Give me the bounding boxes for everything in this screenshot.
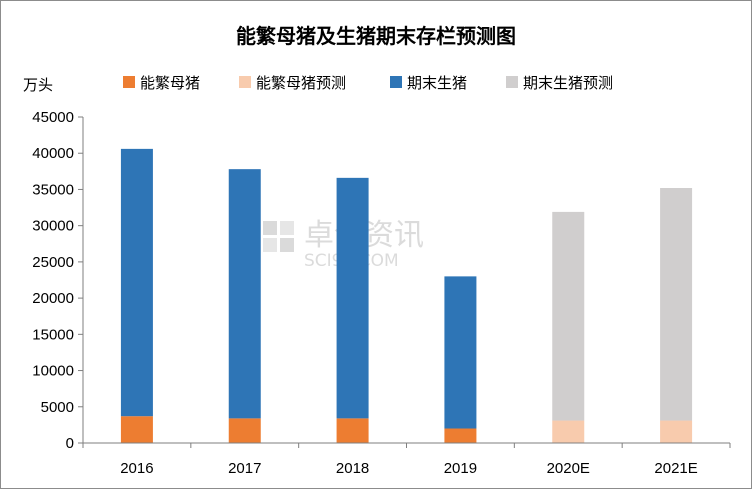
chart-title: 能繁母猪及生猪期末存栏预测图 bbox=[236, 24, 516, 48]
x-tick-label: 2017 bbox=[228, 460, 261, 477]
legend: 能繁母猪 能繁母猪预测 期末生猪 期末生猪预测 bbox=[123, 74, 613, 92]
y-tick-label: 5000 bbox=[41, 399, 74, 416]
y-tick-label: 45000 bbox=[32, 109, 74, 126]
legend-swatch-期末生猪预测 bbox=[506, 76, 518, 88]
y-tick-label: 25000 bbox=[32, 254, 74, 271]
bar-期末生猪预测-2021E bbox=[660, 187, 693, 421]
axes: 0 5000 10000 15000 20000 25000 30000 35000 40000… bbox=[32, 109, 731, 477]
y-tick-label: 30000 bbox=[32, 218, 74, 235]
y-tick-label: 10000 bbox=[32, 363, 74, 380]
legend-label: 能繁母猪 bbox=[140, 74, 200, 92]
bar-期末生猪-2018 bbox=[336, 177, 369, 419]
x-tick-label: 2021E bbox=[654, 460, 697, 477]
bar-能繁母猪-2016 bbox=[120, 416, 153, 443]
legend-swatch-能繁母猪 bbox=[123, 76, 135, 88]
bar-能繁母猪预测-2020E bbox=[552, 420, 585, 443]
bar-期末生猪-2017 bbox=[228, 169, 261, 419]
bar-期末生猪-2019 bbox=[444, 276, 477, 429]
y-tick-label: 15000 bbox=[32, 326, 74, 343]
y-tick-label: 0 bbox=[66, 435, 74, 452]
bar-期末生猪-2016 bbox=[120, 148, 153, 417]
x-tick-label: 2019 bbox=[444, 460, 477, 477]
legend-label: 期末生猪预测 bbox=[523, 74, 613, 92]
x-tick-label: 2016 bbox=[120, 460, 153, 477]
bar-能繁母猪-2017 bbox=[228, 418, 261, 443]
bar-期末生猪预测-2020E bbox=[552, 211, 585, 421]
bar-能繁母猪预测-2021E bbox=[660, 420, 693, 443]
bar-能繁母猪-2019 bbox=[444, 428, 477, 443]
legend-swatch-能繁母猪预测 bbox=[239, 76, 251, 88]
legend-label: 能繁母猪预测 bbox=[256, 74, 346, 92]
watermark-logo-icon bbox=[263, 221, 294, 252]
y-tick-label: 35000 bbox=[32, 181, 74, 198]
bars bbox=[120, 148, 693, 443]
x-tick-label: 2020E bbox=[547, 460, 590, 477]
bar-能繁母猪-2018 bbox=[336, 418, 369, 443]
y-tick-label: 20000 bbox=[32, 290, 74, 307]
legend-label: 期末生猪 bbox=[407, 74, 467, 92]
legend-swatch-期末生猪 bbox=[390, 76, 402, 88]
x-tick-label: 2018 bbox=[336, 460, 369, 477]
y-tick-label: 40000 bbox=[32, 145, 74, 162]
unit-label: 万头 bbox=[23, 76, 53, 94]
